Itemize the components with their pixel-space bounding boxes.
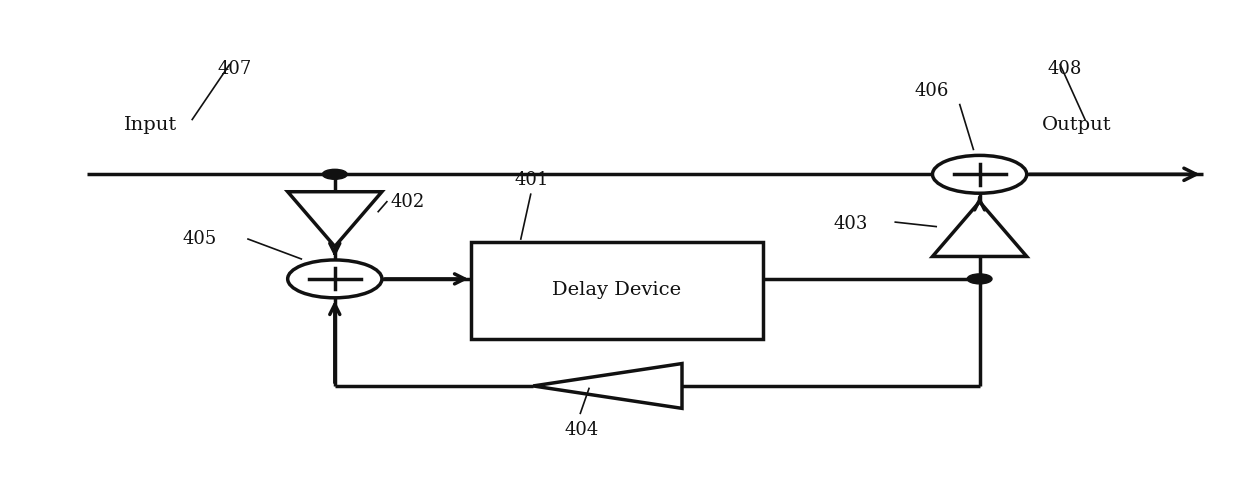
Bar [471, 242, 763, 339]
Text: Output: Output [1042, 117, 1111, 134]
Text: 402: 402 [391, 193, 425, 211]
Text: Input: Input [124, 117, 177, 134]
Text: Delay Device: Delay Device [552, 281, 682, 299]
Circle shape [322, 169, 347, 179]
Text: 401: 401 [515, 171, 549, 189]
Text: 403: 403 [833, 215, 868, 233]
Text: 404: 404 [564, 421, 599, 439]
Circle shape [967, 274, 992, 284]
Text: 405: 405 [182, 230, 217, 248]
Text: 406: 406 [914, 82, 949, 100]
Text: 408: 408 [1048, 60, 1083, 78]
Text: 407: 407 [217, 60, 252, 78]
